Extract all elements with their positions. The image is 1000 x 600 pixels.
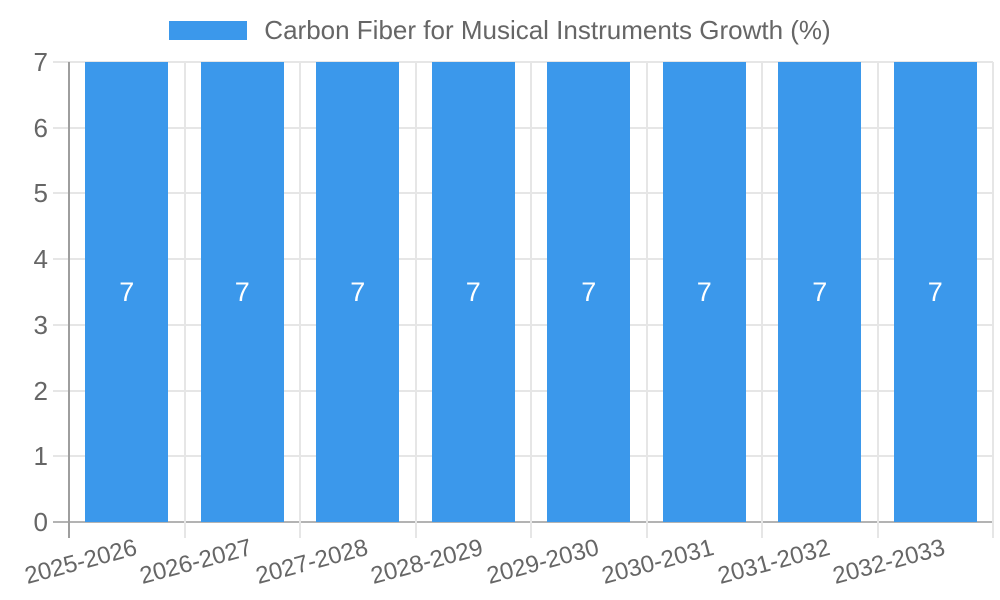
y-tick-label: 2 (33, 375, 48, 406)
y-tick-label: 6 (33, 112, 48, 143)
bar[interactable] (316, 62, 400, 522)
y-tick-label: 5 (33, 178, 48, 209)
x-tick-label: 2025-2026 (21, 534, 140, 590)
gridline-horizontal (53, 192, 993, 195)
gridline-horizontal (53, 389, 993, 392)
bar[interactable] (778, 62, 862, 522)
x-tick-label: 2030-2031 (599, 534, 718, 590)
gridline-vertical (761, 62, 763, 538)
bar-value-label: 7 (812, 277, 828, 307)
gridline-vertical (299, 62, 301, 538)
y-tick-label: 7 (33, 47, 48, 77)
x-tick-label: 2027-2028 (252, 534, 371, 590)
y-axis-line (68, 62, 70, 538)
bar[interactable] (547, 62, 631, 522)
x-tick-label: 2031-2032 (714, 534, 833, 590)
gridline-horizontal (53, 455, 993, 458)
bar-value-label: 7 (581, 277, 597, 307)
bar-value-label: 7 (696, 277, 712, 307)
x-tick-label: 2028-2029 (368, 534, 487, 590)
y-tick-label: 3 (33, 309, 48, 340)
x-axis-baseline (53, 521, 993, 523)
bar[interactable] (662, 62, 746, 522)
legend-swatch (169, 21, 248, 40)
x-tick-label: 2032-2033 (830, 534, 949, 590)
gridline-vertical (183, 62, 186, 538)
x-tick-label: 2029-2030 (483, 534, 602, 590)
bar-value-label: 7 (350, 277, 366, 307)
bar-value-label: 7 (234, 277, 250, 307)
gridline-horizontal (53, 323, 993, 326)
x-tick-label: 2026-2027 (137, 534, 256, 590)
legend-label: Carbon Fiber for Musical Instruments Gro… (264, 15, 831, 45)
y-tick-label: 1 (33, 441, 48, 472)
y-tick-label: 4 (33, 244, 48, 275)
bar-value-label: 7 (465, 277, 481, 307)
bar[interactable] (85, 62, 169, 522)
gridline-vertical (645, 62, 648, 538)
bar[interactable] (200, 62, 284, 522)
legend[interactable]: Carbon Fiber for Musical Instruments Gro… (0, 17, 1000, 44)
gridline-vertical (992, 62, 994, 538)
gridline-horizontal (53, 61, 993, 63)
gridline-vertical (876, 62, 879, 538)
bar[interactable] (893, 62, 977, 522)
bar-value-label: 7 (927, 277, 943, 307)
gridline-vertical (530, 62, 532, 538)
y-tick-label: 0 (33, 507, 48, 537)
gridline-horizontal (53, 126, 993, 129)
bar[interactable] (431, 62, 515, 522)
gridline-vertical (414, 62, 417, 538)
gridline-horizontal (53, 258, 993, 261)
bar-value-label: 7 (119, 277, 135, 307)
